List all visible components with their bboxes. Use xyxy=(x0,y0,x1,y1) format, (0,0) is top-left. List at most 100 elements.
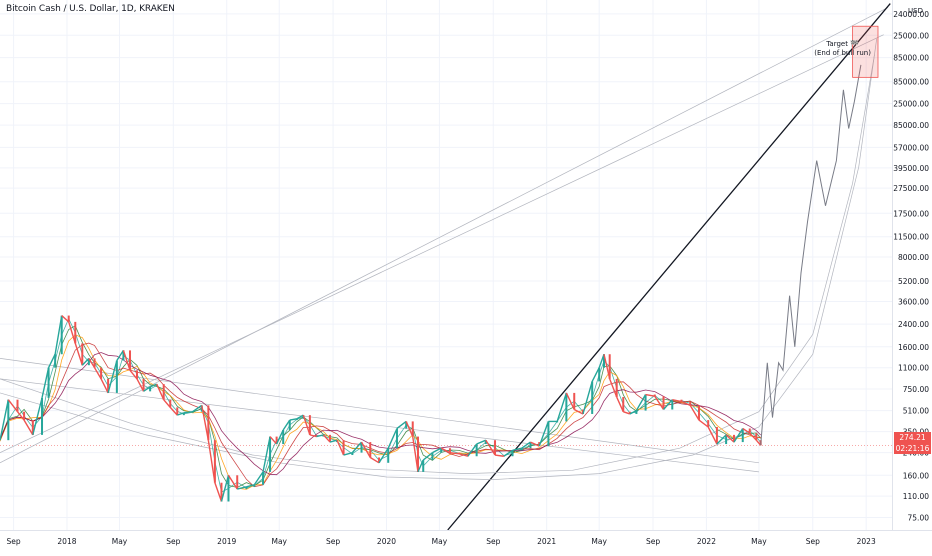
candle xyxy=(458,452,461,454)
moving-average-line xyxy=(0,334,761,490)
candle xyxy=(142,378,145,392)
moving-average-line xyxy=(0,342,761,488)
price-segment xyxy=(61,315,70,323)
candle xyxy=(227,475,230,502)
price-segment xyxy=(485,439,496,456)
time-tick-label: May xyxy=(591,537,607,546)
candle xyxy=(603,354,606,368)
price-segment xyxy=(309,434,317,438)
candle xyxy=(387,448,390,463)
moving-average-line xyxy=(0,325,762,488)
price-segment xyxy=(591,367,600,382)
price-tick-label: 125000.00 xyxy=(893,100,929,109)
price-segment xyxy=(32,397,43,436)
price-segment xyxy=(716,434,727,445)
fan-line xyxy=(0,378,759,473)
price-segment xyxy=(81,357,90,366)
candle xyxy=(725,434,728,445)
price-tick-label: 17500.00 xyxy=(893,209,929,218)
price-tick-label: 185000.00 xyxy=(893,78,929,87)
candle xyxy=(342,440,345,456)
candle xyxy=(288,420,291,431)
time-tick-label: Sep xyxy=(806,537,820,546)
price-segment xyxy=(494,454,504,457)
time-tick-label: May xyxy=(432,537,448,546)
price-segment xyxy=(440,447,451,454)
candle xyxy=(573,392,576,410)
price-segment xyxy=(214,482,223,502)
price-segment xyxy=(449,451,460,455)
candle xyxy=(128,350,131,371)
price-segment xyxy=(556,392,568,422)
candle xyxy=(628,411,631,414)
price-segment xyxy=(0,399,10,441)
price-segment xyxy=(192,404,203,413)
candle xyxy=(31,420,34,435)
price-segment xyxy=(129,369,138,380)
candle xyxy=(23,411,26,421)
price-segment xyxy=(458,453,469,457)
time-tick-label: Sep xyxy=(166,537,180,546)
symbol-title[interactable]: Bitcoin Cash / U.S. Dollar, 1D, KRAKEN xyxy=(6,4,175,14)
price-segment xyxy=(93,367,102,380)
price-segment xyxy=(41,367,50,399)
candle xyxy=(87,358,90,366)
price-segment xyxy=(107,360,118,394)
price-segment xyxy=(275,429,284,445)
candle xyxy=(149,386,152,392)
price-segment xyxy=(253,471,264,486)
candle xyxy=(93,358,96,368)
price-segment xyxy=(183,410,193,414)
price-segment xyxy=(681,400,691,407)
candle xyxy=(169,399,172,408)
price-segment xyxy=(432,447,442,454)
price-segment xyxy=(227,474,238,490)
candle xyxy=(529,442,532,449)
candle xyxy=(275,436,278,445)
price-segment xyxy=(369,456,380,464)
candle xyxy=(644,394,647,411)
price-segment xyxy=(609,378,618,398)
candle xyxy=(191,411,194,413)
price-segment xyxy=(654,395,665,410)
price-segment xyxy=(565,392,575,410)
price-tick-label: 285000.00 xyxy=(893,54,929,63)
price-tick-label: 160.00 xyxy=(903,471,929,480)
price-segment xyxy=(116,350,125,361)
time-axis[interactable]: Sep 2018 May Sep 2019 May Sep 2020 May Sep 2021 May… xyxy=(0,530,932,551)
time-tick-label: Sep xyxy=(6,537,20,546)
price-segment xyxy=(329,439,338,443)
candle xyxy=(282,430,285,445)
price-segment xyxy=(396,420,407,430)
drawing-overlays xyxy=(0,3,891,531)
candle xyxy=(494,440,497,456)
last-price-value: 274.21 xyxy=(899,433,926,442)
price-segment xyxy=(68,321,76,344)
candle xyxy=(308,415,311,435)
arc-curve xyxy=(0,38,878,480)
trend-line xyxy=(447,3,891,531)
time-tick-label: 2018 xyxy=(57,537,76,546)
price-segment xyxy=(143,386,151,392)
price-segment xyxy=(149,383,157,388)
candle xyxy=(484,440,487,445)
time-tick-label: May xyxy=(112,537,128,546)
target-zone[interactable]: Target 🏁(End of bull run) xyxy=(814,25,879,78)
candle xyxy=(253,484,256,487)
price-segment xyxy=(503,449,513,457)
candle xyxy=(707,420,710,428)
price-segment xyxy=(530,441,540,447)
candle xyxy=(511,450,514,457)
candle xyxy=(622,397,625,412)
candle xyxy=(100,367,103,379)
price-segment xyxy=(16,411,25,421)
candle xyxy=(135,370,138,379)
candle xyxy=(16,399,19,412)
price-segment xyxy=(689,405,700,421)
candle xyxy=(54,354,57,368)
price-segment xyxy=(7,399,19,413)
price-segment xyxy=(378,447,389,464)
time-tick-label: Sep xyxy=(646,537,660,546)
